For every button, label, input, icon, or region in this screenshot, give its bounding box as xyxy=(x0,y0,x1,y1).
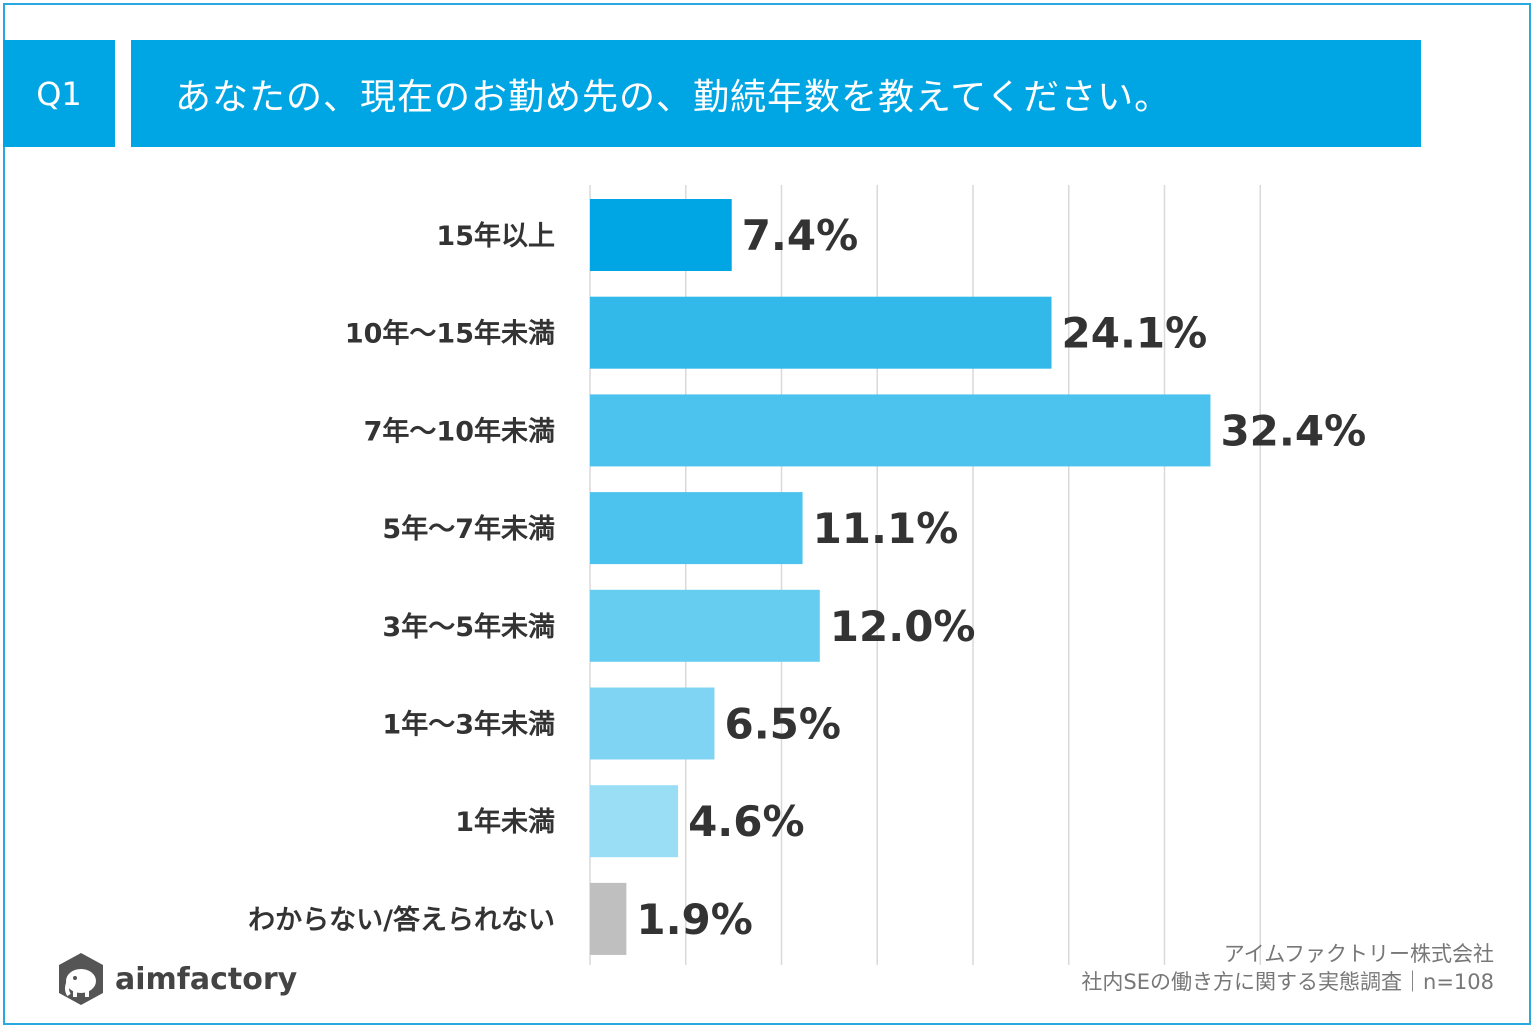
aimfactory-logo: aimfactory xyxy=(55,950,297,1008)
category-label: 3年〜5年未満 xyxy=(382,611,555,643)
bar xyxy=(590,296,1052,369)
bar xyxy=(590,589,820,662)
value-label: 1.9% xyxy=(636,895,752,944)
source-company: アイムファクトリー株式会社 xyxy=(1223,942,1494,966)
question-badge: Q1 xyxy=(3,40,115,147)
value-label: 4.6% xyxy=(688,797,804,846)
category-label: 1年〜3年未満 xyxy=(382,709,555,741)
category-label: 5年〜7年未満 xyxy=(382,513,555,545)
bar xyxy=(590,687,715,760)
category-label: 10年〜15年未満 xyxy=(345,318,555,350)
category-label: 7年〜10年未満 xyxy=(364,415,555,447)
bar xyxy=(590,394,1211,467)
bar xyxy=(590,492,803,565)
elephant-logo-icon xyxy=(59,953,103,1005)
value-label: 12.0% xyxy=(830,602,976,651)
question-title: あなたの、現在のお勤め先の、勤続年数を教えてください。 xyxy=(131,40,1421,147)
category-label: 15年以上 xyxy=(436,220,555,252)
bar xyxy=(590,785,679,858)
bar xyxy=(590,882,627,955)
value-label: 11.1% xyxy=(813,504,959,553)
value-label: 7.4% xyxy=(742,211,858,260)
value-label: 32.4% xyxy=(1220,406,1366,455)
bar xyxy=(590,199,732,271)
category-label: 1年未満 xyxy=(455,806,555,838)
source-survey: 社内SEの働き方に関する実態調査｜n=108 xyxy=(1081,970,1494,994)
logo-text: aimfactory xyxy=(115,961,298,997)
value-label: 24.1% xyxy=(1062,309,1208,358)
value-label: 6.5% xyxy=(724,700,840,749)
source-note: アイムファクトリー株式会社 社内SEの働き方に関する実態調査｜n=108 xyxy=(1081,940,1494,996)
outer-frame xyxy=(3,3,1531,1025)
category-label: わからない/答えられない xyxy=(248,904,555,936)
